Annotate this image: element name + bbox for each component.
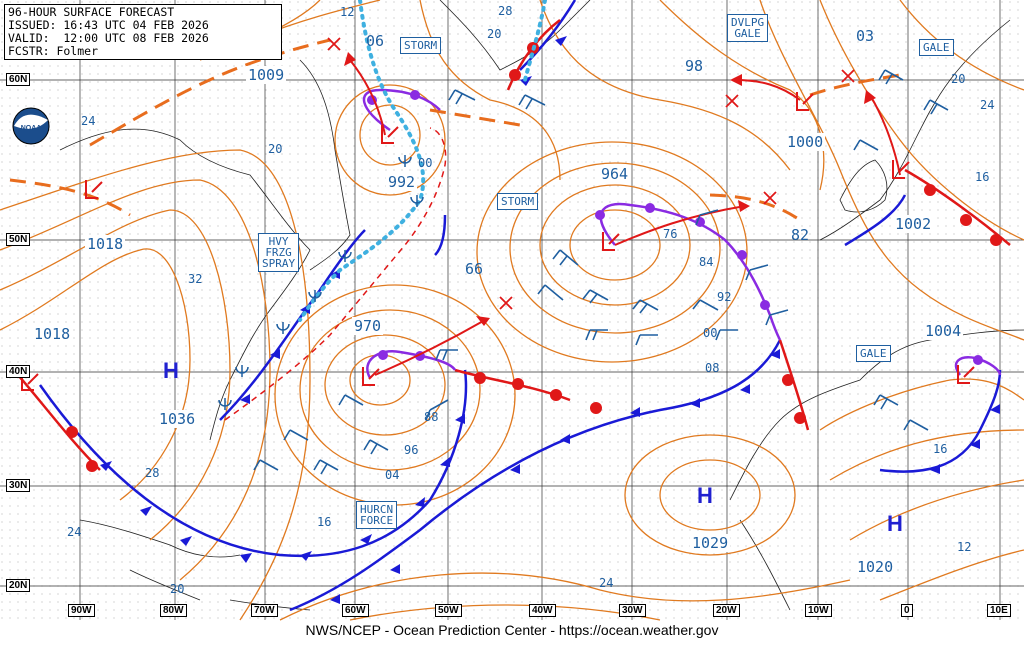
lon-label: 10W <box>805 604 832 617</box>
lon-label: 80W <box>160 604 187 617</box>
isobar-label: 20 <box>487 27 502 41</box>
isobars <box>0 0 1024 621</box>
noaa-logo-icon: NOAA <box>12 107 50 145</box>
warning-tag-storm: STORM <box>497 193 539 210</box>
forecast-header: 96-HOUR SURFACE FORECAST ISSUED: 16:43 U… <box>4 4 282 60</box>
isobar-label: 20 <box>951 72 966 86</box>
lon-label: 30W <box>619 604 646 617</box>
isobar-label: 12 <box>340 5 355 19</box>
lat-label: 30N <box>6 479 31 492</box>
movement-arrows <box>349 59 901 376</box>
isobar-label: 24 <box>599 576 614 590</box>
warning-tag-dvlpg-gale: DVLPG GALE <box>727 14 769 42</box>
svg-text:NOAA: NOAA <box>21 125 42 132</box>
isobar-label: 12 <box>957 540 972 554</box>
isobar-label: 28 <box>145 466 160 480</box>
isobar-label: 96 <box>404 443 419 457</box>
warning-tag-hurricane-force: HURCN FORCE <box>356 501 398 529</box>
lon-label: 60W <box>342 604 369 617</box>
wind-barbs <box>253 69 949 475</box>
low-symbols <box>21 92 975 391</box>
cold-front-barbs <box>100 36 1000 604</box>
arrow-heads <box>344 52 876 326</box>
pressure-value: 1018 <box>85 235 126 253</box>
pressure-value: 1020 <box>855 558 896 576</box>
isobar-label: 28 <box>498 4 513 18</box>
lat-label: 50N <box>6 233 31 246</box>
high-center: H <box>163 358 179 383</box>
lat-label: 60N <box>6 73 31 86</box>
warning-tag-freezing-spray: HVY FRZG SPRAY <box>258 233 300 272</box>
pressure-value: 1036 <box>157 410 198 428</box>
lon-label: 10E <box>987 604 1011 617</box>
isobar-label: 08 <box>705 361 720 375</box>
warning-tag-gale: GALE <box>919 39 954 56</box>
footer-credit: NWS/NCEP - Ocean Prediction Center - htt… <box>305 622 719 638</box>
lat-label: 20N <box>6 579 31 592</box>
isobar-label: 92 <box>717 290 732 304</box>
lon-label: 0 <box>901 604 913 617</box>
isobar-label: 82 <box>791 226 810 244</box>
lon-label: 40W <box>529 604 556 617</box>
isobar-label: 98 <box>685 57 704 75</box>
isobar-label: 16 <box>975 170 990 184</box>
isobar-label: 03 <box>856 27 875 45</box>
isobar-label: 24 <box>81 114 96 128</box>
high-center: H <box>887 511 903 536</box>
pressure-value: 1009 <box>246 66 287 84</box>
isobar-label: 88 <box>424 410 439 424</box>
isobar-label: 16 <box>317 515 332 529</box>
isobar-label: 84 <box>699 255 714 269</box>
lon-label: 20W <box>713 604 740 617</box>
forecaster: FCSTR: Folmer <box>8 44 99 58</box>
forecast-title: 96-HOUR SURFACE FORECAST <box>8 5 175 19</box>
pressure-value: 1018 <box>32 325 73 343</box>
occluded-fronts <box>362 88 1002 379</box>
pressure-value: 970 <box>352 317 384 335</box>
warning-tag-storm: STORM <box>400 37 442 54</box>
pressure-value: 1004 <box>923 322 964 340</box>
warning-tag-gale: GALE <box>856 345 891 362</box>
ice-edge <box>298 0 547 322</box>
pressure-value: 1029 <box>690 534 731 552</box>
x-markers <box>327 37 855 310</box>
pressure-value: 964 <box>599 165 631 183</box>
valid-time: VALID: 12:00 UTC 08 FEB 2026 <box>8 31 209 45</box>
lat-label: 40N <box>6 365 31 378</box>
isobar-label: 06 <box>366 32 385 50</box>
pressure-value: 992 <box>386 173 418 191</box>
isobar-label: 76 <box>663 227 678 241</box>
isobar-label: 24 <box>67 525 82 539</box>
spray-icons <box>218 155 424 410</box>
lon-label: 90W <box>68 604 95 617</box>
isobar-label: 04 <box>385 468 400 482</box>
lon-label: 70W <box>251 604 278 617</box>
isobar-label: 24 <box>980 98 995 112</box>
isobar-label: 00 <box>703 326 718 340</box>
pressure-value: 1002 <box>893 215 934 233</box>
isobar-label: 20 <box>170 582 185 596</box>
pressure-value: 1000 <box>785 133 826 151</box>
isobar-label: 00 <box>418 156 433 170</box>
lon-label: 50W <box>435 604 462 617</box>
issued-time: ISSUED: 16:43 UTC 04 FEB 2026 <box>8 18 209 32</box>
isobar-label: 32 <box>188 272 203 286</box>
warm-front-bumps <box>66 42 1002 472</box>
high-center: H <box>697 483 713 508</box>
isobar-label: 16 <box>933 442 948 456</box>
isobar-label: 20 <box>268 142 283 156</box>
isobar-label: 66 <box>465 260 484 278</box>
spray-zone <box>224 127 447 421</box>
